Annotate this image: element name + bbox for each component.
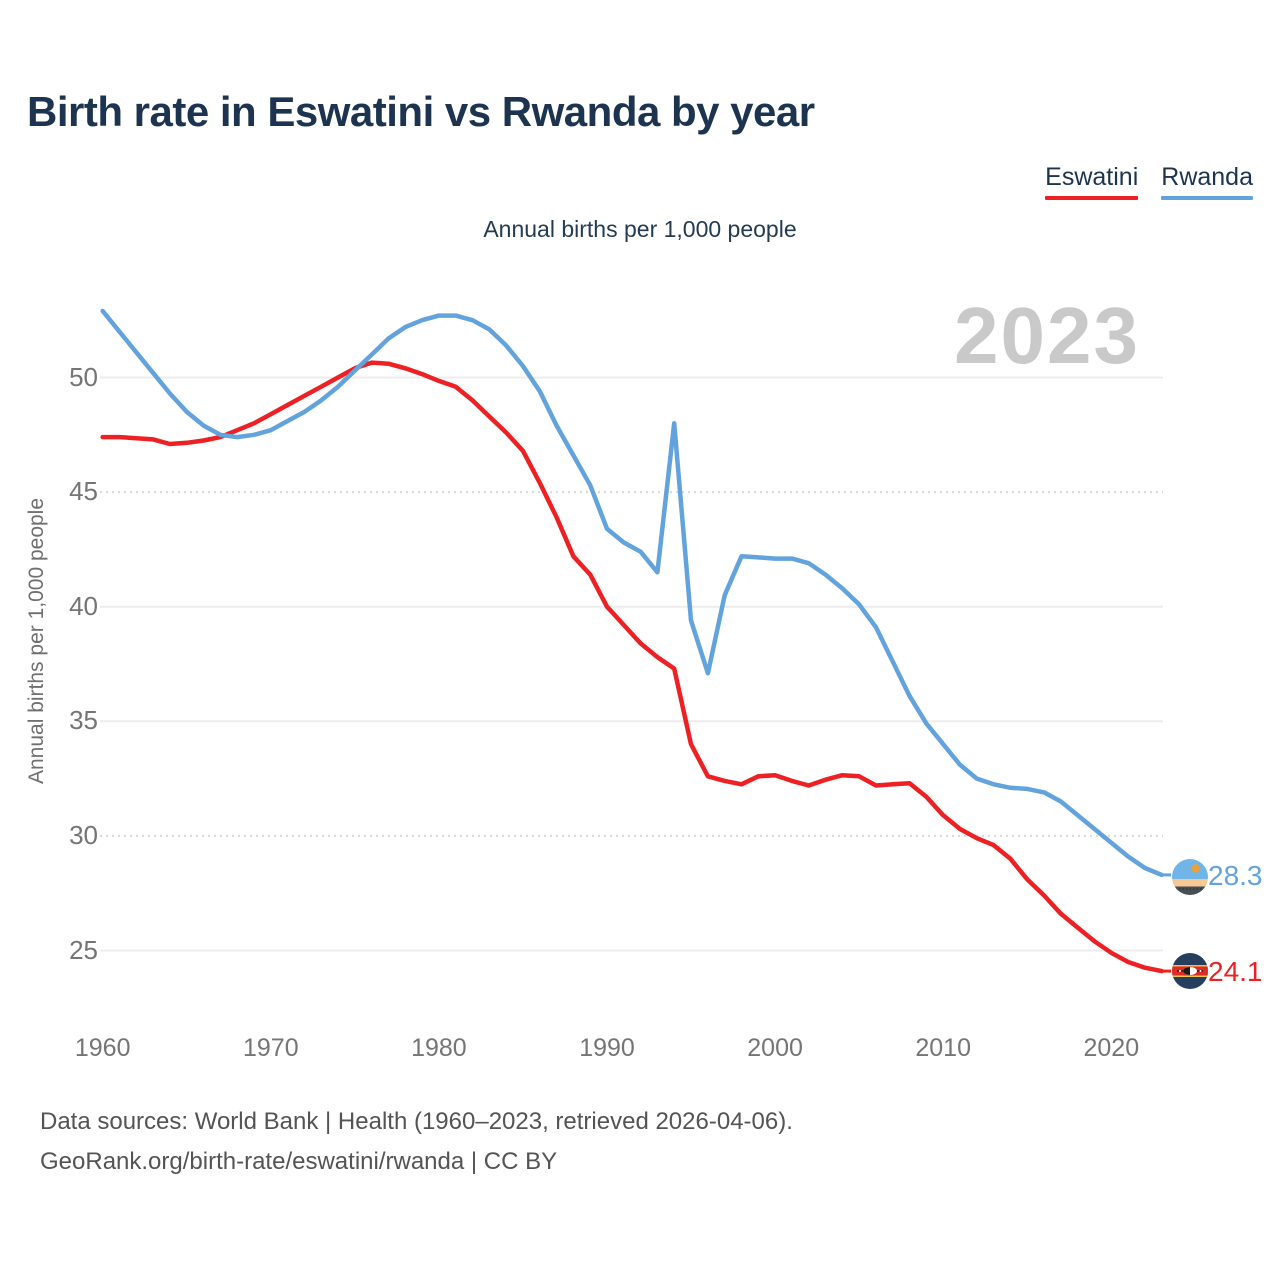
series-line-rwanda [100, 308, 1164, 878]
y-tick-label-45: 45 [69, 476, 98, 507]
eswatini-flag-icon [1172, 953, 1208, 989]
y-tick-label-25: 25 [69, 934, 98, 965]
y-tick-label-40: 40 [69, 590, 98, 621]
footer-attribution: GeoRank.org/birth-rate/eswatini/rwanda |… [40, 1148, 558, 1175]
legend-swatch-eswatini [1045, 196, 1139, 200]
series-line-eswatini [100, 360, 1164, 974]
legend: Eswatini Rwanda [1045, 163, 1253, 200]
x-tick-label-1960: 1960 [74, 1034, 131, 1062]
legend-swatch-rwanda [1161, 196, 1253, 200]
end-value-rwanda: 28.3 [1208, 860, 1263, 891]
footer-sources: Data sources: World Bank | Health (1960–… [40, 1108, 793, 1135]
x-tick-label-2000: 2000 [747, 1034, 803, 1062]
page-title: Birth rate in Eswatini vs Rwanda by year [27, 88, 815, 135]
y-tick-label-30: 30 [69, 819, 98, 850]
rwanda-flag-icon [1172, 859, 1208, 895]
x-tick-label-1980: 1980 [411, 1034, 467, 1062]
legend-item-eswatini[interactable]: Eswatini [1045, 163, 1139, 200]
legend-label-rwanda: Rwanda [1161, 163, 1253, 191]
y-axis-label: Annual births per 1,000 people [25, 497, 48, 785]
x-tick-label-1970: 1970 [242, 1034, 299, 1062]
footer: Data sources: World Bank | Health (1960–… [40, 1102, 793, 1182]
legend-label-eswatini: Eswatini [1045, 163, 1139, 191]
x-tick-label-2010: 2010 [915, 1034, 971, 1062]
chart-subtitle: Annual births per 1,000 people [483, 216, 797, 242]
watermark-year: 2023 [954, 291, 1140, 380]
x-tick-label-2020: 2020 [1083, 1034, 1140, 1062]
y-tick-label-35: 35 [69, 705, 98, 736]
legend-item-rwanda[interactable]: Rwanda [1161, 163, 1253, 200]
x-tick-label-1990: 1990 [579, 1034, 635, 1062]
end-value-eswatini: 24.1 [1208, 956, 1263, 987]
y-tick-label-50: 50 [69, 361, 98, 392]
